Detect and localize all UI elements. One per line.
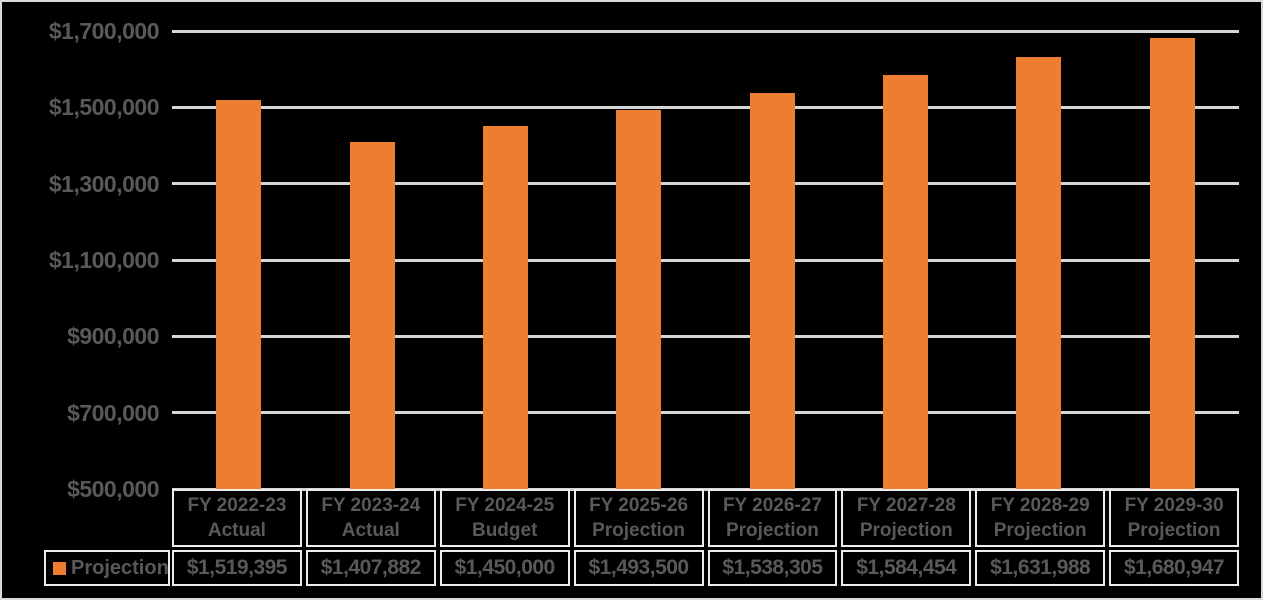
header-fiscal-year: FY 2024-25 — [455, 495, 555, 516]
header-fiscal-year: FY 2025-26 — [589, 495, 689, 516]
header-type-label: Actual — [207, 520, 266, 541]
y-tick-label: $700,000 — [67, 399, 159, 426]
header-type-label: Projection — [859, 520, 953, 541]
bar-fy-2025-26 — [616, 109, 662, 489]
header-type-label: Projection — [993, 520, 1087, 541]
table-header-cell: FY 2024-25 Budget — [439, 489, 570, 547]
table-value-cell: $1,493,500 — [573, 550, 704, 586]
table-value-cell: $1,680,947 — [1109, 550, 1239, 586]
table-header-cell: FY 2023-24 Actual — [305, 489, 436, 547]
bar-fy-2024-25 — [482, 126, 528, 489]
table-value-cell: $1,407,882 — [305, 550, 436, 586]
bar-fy-2022-23 — [216, 99, 262, 489]
header-fiscal-year: FY 2022-23 — [187, 495, 287, 516]
table-value-cell: $1,450,000 — [439, 550, 570, 586]
y-tick-label: $1,300,000 — [48, 170, 160, 197]
table-header-cell: FY 2029-30 Projection — [1109, 489, 1239, 547]
bar-fy-2026-27 — [749, 92, 795, 489]
header-type-label: Budget — [471, 520, 538, 541]
data-value-row: $1,519,395 $1,407,882 $1,450,000 $1,493,500… — [172, 550, 1239, 586]
table-header-cell: FY 2027-28 Projection — [841, 489, 972, 547]
header-type-label: Projection — [1127, 520, 1221, 541]
table-header-cell: FY 2026-27 Projection — [707, 489, 838, 547]
legend: Projection — [44, 550, 170, 586]
y-tick-label: $500,000 — [67, 476, 159, 502]
legend-label: Projection — [71, 556, 169, 579]
table-value-cell: $1,519,395 — [172, 550, 302, 586]
bar-fy-2027-28 — [883, 75, 929, 489]
y-tick-label: $1,700,000 — [48, 18, 160, 44]
bar-fy-2028-29 — [1016, 56, 1062, 489]
header-fiscal-year: FY 2026-27 — [722, 495, 822, 516]
gridline — [172, 105, 1239, 109]
table-value-cell: $1,538,305 — [707, 550, 838, 586]
plot-area — [172, 29, 1239, 491]
legend-swatch-icon — [53, 561, 66, 575]
gridline — [172, 258, 1239, 262]
header-type-label: Projection — [725, 520, 819, 541]
header-type-label: Actual — [341, 520, 400, 541]
header-fiscal-year: FY 2029-30 — [1124, 495, 1224, 516]
table-header-cell: FY 2025-26 Projection — [573, 489, 704, 547]
gridline — [172, 29, 1239, 33]
y-tick-label: $1,100,000 — [48, 247, 160, 273]
y-axis: $500,000 $700,000 $900,000 $1,100,000 $1,300… — [2, 18, 160, 502]
y-tick-label: $1,500,000 — [48, 94, 160, 121]
header-fiscal-year: FY 2027-28 — [856, 495, 956, 516]
gridline — [172, 334, 1239, 338]
bar-fy-2023-24 — [349, 142, 395, 489]
gridline — [172, 487, 1239, 491]
header-type-label: Projection — [592, 520, 686, 541]
header-fiscal-year: FY 2028-29 — [990, 495, 1090, 516]
table-header-cell: FY 2028-29 Projection — [975, 489, 1106, 547]
header-fiscal-year: FY 2023-24 — [321, 495, 421, 516]
y-tick-label: $900,000 — [67, 323, 159, 350]
bar-fy-2029-30 — [1149, 38, 1195, 489]
table-header-cell: FY 2022-23 Actual — [172, 489, 302, 547]
table-value-cell: $1,631,988 — [975, 550, 1106, 586]
gridline — [172, 182, 1239, 186]
category-header-row: FY 2022-23 Actual FY 2023-24 Actual FY 2024-… — [172, 489, 1239, 547]
table-value-cell: $1,584,454 — [841, 550, 972, 586]
gridline — [172, 411, 1239, 415]
